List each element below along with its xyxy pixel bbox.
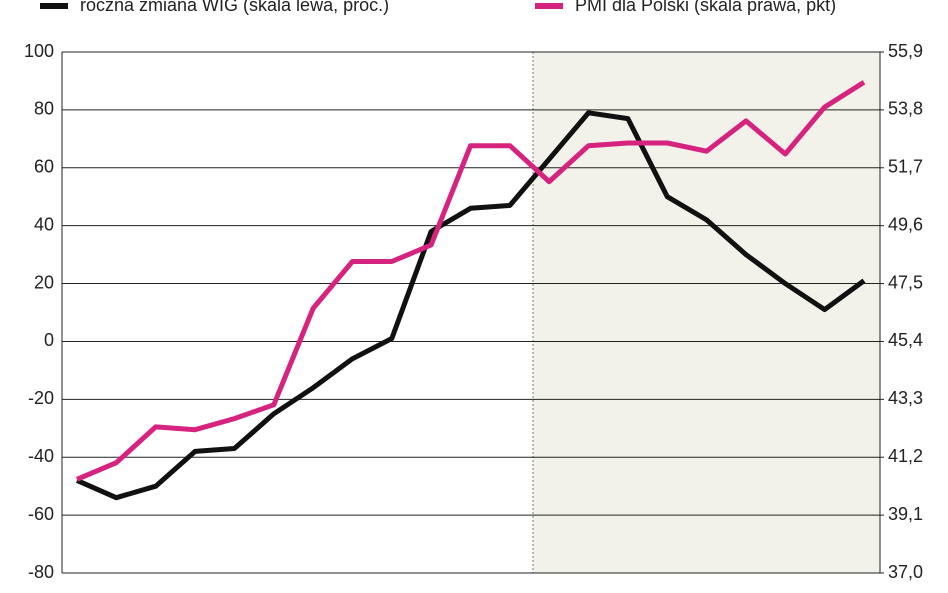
y2-tick-label: 55,9 [888, 41, 923, 61]
y-tick-label: -60 [28, 504, 54, 524]
highlight-region [533, 52, 880, 573]
y2-tick-label: 37,0 [888, 562, 923, 582]
y2-tick-label: 41,2 [888, 446, 923, 466]
legend-label: roczna zmiana WIG (skala lewa, proc.) [80, 0, 389, 15]
y-tick-label: 80 [34, 99, 54, 119]
legend-label: PMI dla Polski (skala prawa, pkt) [575, 0, 836, 15]
y-tick-label: 0 [44, 330, 54, 350]
y2-tick-label: 47,5 [888, 272, 923, 292]
y-tick-label: 40 [34, 214, 54, 234]
y-tick-label: 20 [34, 272, 54, 292]
y2-tick-label: 43,3 [888, 388, 923, 408]
series-line [76, 80, 866, 482]
y2-tick-label: 45,4 [888, 330, 923, 350]
y-tick-label: -80 [28, 562, 54, 582]
y-tick-label: -40 [28, 446, 54, 466]
y-tick-label: 60 [34, 157, 54, 177]
y2-tick-label: 39,1 [888, 504, 923, 524]
y2-tick-label: 51,7 [888, 157, 923, 177]
y2-tick-label: 53,8 [888, 99, 923, 119]
y-tick-label: -20 [28, 388, 54, 408]
series-line [75, 110, 866, 501]
y-tick-label: 100 [24, 41, 54, 61]
y2-tick-label: 49,6 [888, 214, 923, 234]
